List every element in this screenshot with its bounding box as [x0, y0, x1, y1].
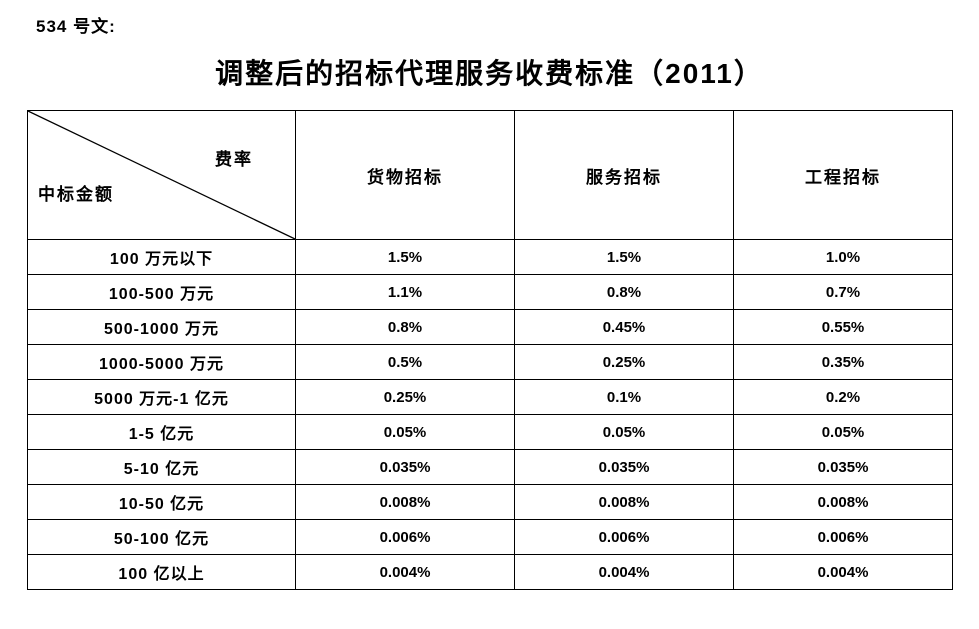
row-label: 100 亿以上: [27, 554, 296, 590]
rate-cell: 0.7%: [733, 274, 953, 310]
table-header-row: 费率 中标金额 货物招标 服务招标 工程招标: [27, 110, 953, 240]
diagonal-divider-line: [28, 111, 295, 239]
row-label: 1-5 亿元: [27, 414, 296, 450]
table-row: 5-10 亿元 0.035% 0.035% 0.035%: [27, 449, 953, 485]
rate-cell: 0.004%: [733, 554, 953, 590]
rate-cell: 0.006%: [295, 519, 515, 555]
row-label: 500-1000 万元: [27, 309, 296, 345]
rate-cell: 0.8%: [295, 309, 515, 345]
rate-cell: 0.05%: [514, 414, 734, 450]
rate-cell: 0.05%: [295, 414, 515, 450]
corner-header-cell: 费率 中标金额: [27, 110, 296, 240]
table-row: 100-500 万元 1.1% 0.8% 0.7%: [27, 274, 953, 310]
table-row: 5000 万元-1 亿元 0.25% 0.1% 0.2%: [27, 379, 953, 415]
rate-cell: 0.008%: [733, 484, 953, 520]
rate-cell: 0.006%: [733, 519, 953, 555]
rate-cell: 0.5%: [295, 344, 515, 380]
rate-cell: 0.035%: [295, 449, 515, 485]
rate-cell: 0.25%: [514, 344, 734, 380]
rate-cell: 0.2%: [733, 379, 953, 415]
rate-cell: 0.05%: [733, 414, 953, 450]
doc-number-label: 534 号文:: [36, 17, 116, 36]
table-row: 500-1000 万元 0.8% 0.45% 0.55%: [27, 309, 953, 345]
row-label: 50-100 亿元: [27, 519, 296, 555]
row-label: 100-500 万元: [27, 274, 296, 310]
rate-cell: 0.006%: [514, 519, 734, 555]
corner-label-amount: 中标金额: [38, 185, 114, 204]
table-row: 100 亿以上 0.004% 0.004% 0.004%: [27, 554, 953, 590]
column-header-engineering: 工程招标: [733, 110, 953, 240]
row-label: 10-50 亿元: [27, 484, 296, 520]
rate-cell: 0.25%: [295, 379, 515, 415]
page-title: 调整后的招标代理服务收费标准（2011）: [215, 58, 764, 89]
rate-cell: 0.035%: [733, 449, 953, 485]
rate-cell: 0.008%: [295, 484, 515, 520]
table-row: 100 万元以下 1.5% 1.5% 1.0%: [27, 239, 953, 275]
table-row: 50-100 亿元 0.006% 0.006% 0.006%: [27, 519, 953, 555]
rate-cell: 1.1%: [295, 274, 515, 310]
rate-cell: 1.5%: [295, 239, 515, 275]
row-label: 100 万元以下: [27, 239, 296, 275]
rate-cell: 0.1%: [514, 379, 734, 415]
table-row: 1-5 亿元 0.05% 0.05% 0.05%: [27, 414, 953, 450]
rate-cell: 1.5%: [514, 239, 734, 275]
rate-cell: 0.008%: [514, 484, 734, 520]
rate-cell: 0.035%: [514, 449, 734, 485]
rate-cell: 0.35%: [733, 344, 953, 380]
rate-cell: 0.45%: [514, 309, 734, 345]
row-label: 5-10 亿元: [27, 449, 296, 485]
rate-cell: 0.55%: [733, 309, 953, 345]
table-row: 10-50 亿元 0.008% 0.008% 0.008%: [27, 484, 953, 520]
fee-standard-table: 费率 中标金额 货物招标 服务招标 工程招标 100 万元以下 1.5% 1.5…: [27, 110, 953, 590]
rate-cell: 1.0%: [733, 239, 953, 275]
rate-cell: 0.004%: [295, 554, 515, 590]
rate-cell: 0.8%: [514, 274, 734, 310]
rate-cell: 0.004%: [514, 554, 734, 590]
fee-table-body: 100 万元以下 1.5% 1.5% 1.0% 100-500 万元 1.1% …: [27, 239, 953, 590]
table-row: 1000-5000 万元 0.5% 0.25% 0.35%: [27, 344, 953, 380]
row-label: 5000 万元-1 亿元: [27, 379, 296, 415]
corner-label-rate: 费率: [215, 150, 253, 169]
row-label: 1000-5000 万元: [27, 344, 296, 380]
column-header-services: 服务招标: [514, 110, 734, 240]
column-header-goods: 货物招标: [295, 110, 515, 240]
